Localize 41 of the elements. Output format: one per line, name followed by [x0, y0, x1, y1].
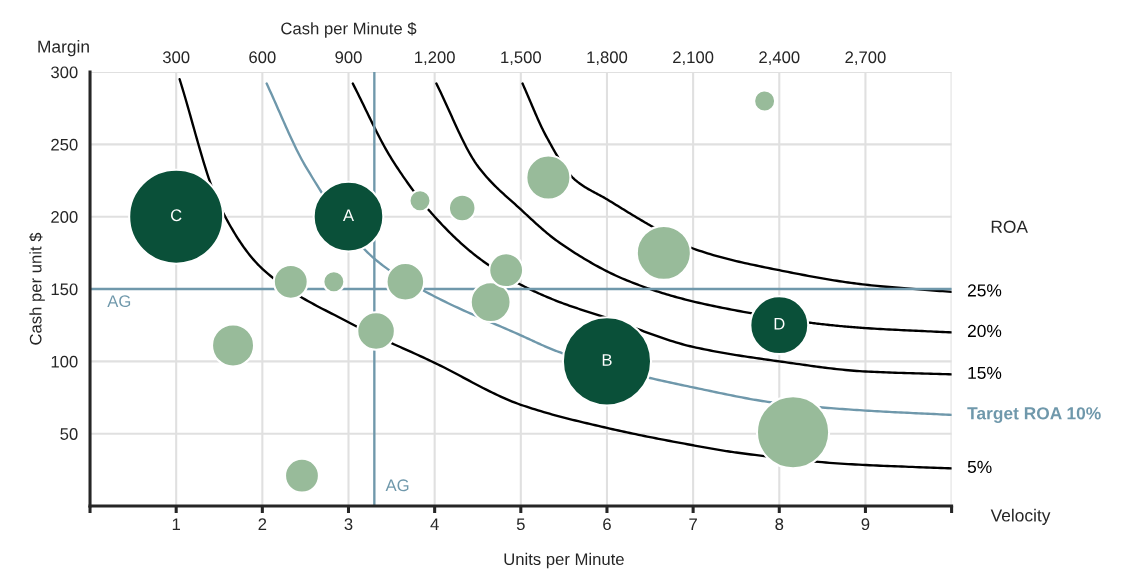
x2-tick-label: 1,500: [501, 51, 542, 66]
y-tick-label: 150: [51, 283, 78, 296]
text: Margin: [38, 40, 89, 57]
x2-tick-label: 2,100: [673, 51, 714, 66]
ref-line-label: AG: [107, 295, 131, 308]
x2-axis-title: Cash per Minute $: [281, 21, 417, 38]
x-tick-label: 6: [603, 518, 611, 531]
ref-line-label: AG: [385, 479, 409, 492]
annotation: D: [774, 318, 785, 330]
y-tick-label: 250: [51, 138, 78, 151]
x-tick-label: 4: [430, 518, 439, 530]
annotation: C: [171, 209, 182, 222]
x-tick-label: 8: [775, 518, 784, 531]
y-tick-label: 100: [51, 355, 78, 368]
series-label: 5%: [967, 460, 992, 474]
x2-tick-label: 900: [335, 51, 362, 64]
series-label: 20%: [967, 324, 1002, 338]
y-tick-label: 300: [51, 66, 78, 79]
x2-tick-label: 1,200: [415, 51, 455, 66]
x2-tick-label: 600: [249, 51, 276, 64]
x2-tick-label: 2,400: [759, 51, 800, 66]
x-tick-label: 3: [344, 518, 353, 531]
y-axis-title: Cash per unit $: [29, 232, 45, 345]
series-label: 15%: [968, 366, 1002, 380]
x-tick-label: 2: [258, 518, 267, 530]
x-tick-label: 9: [861, 518, 870, 531]
x-axis-title: Units per Minute: [504, 552, 624, 569]
x-tick-label: 1: [172, 518, 180, 530]
text: Velocity: [990, 508, 1051, 525]
x2-tick-label: 1,800: [587, 51, 628, 66]
x2-tick-label: 2,700: [845, 51, 886, 66]
annotation: A: [342, 209, 355, 221]
series-label: 25%: [967, 284, 1002, 297]
series-label: Target ROA 10%: [967, 407, 1101, 423]
x2-tick-label: 300: [162, 51, 190, 64]
x-tick-label: 5: [516, 518, 525, 531]
text: ROA: [991, 220, 1028, 233]
y-tick-label: 50: [60, 428, 78, 440]
y-tick-label: 200: [51, 211, 78, 223]
x-tick-label: 7: [689, 518, 697, 530]
annotation: B: [602, 354, 612, 366]
